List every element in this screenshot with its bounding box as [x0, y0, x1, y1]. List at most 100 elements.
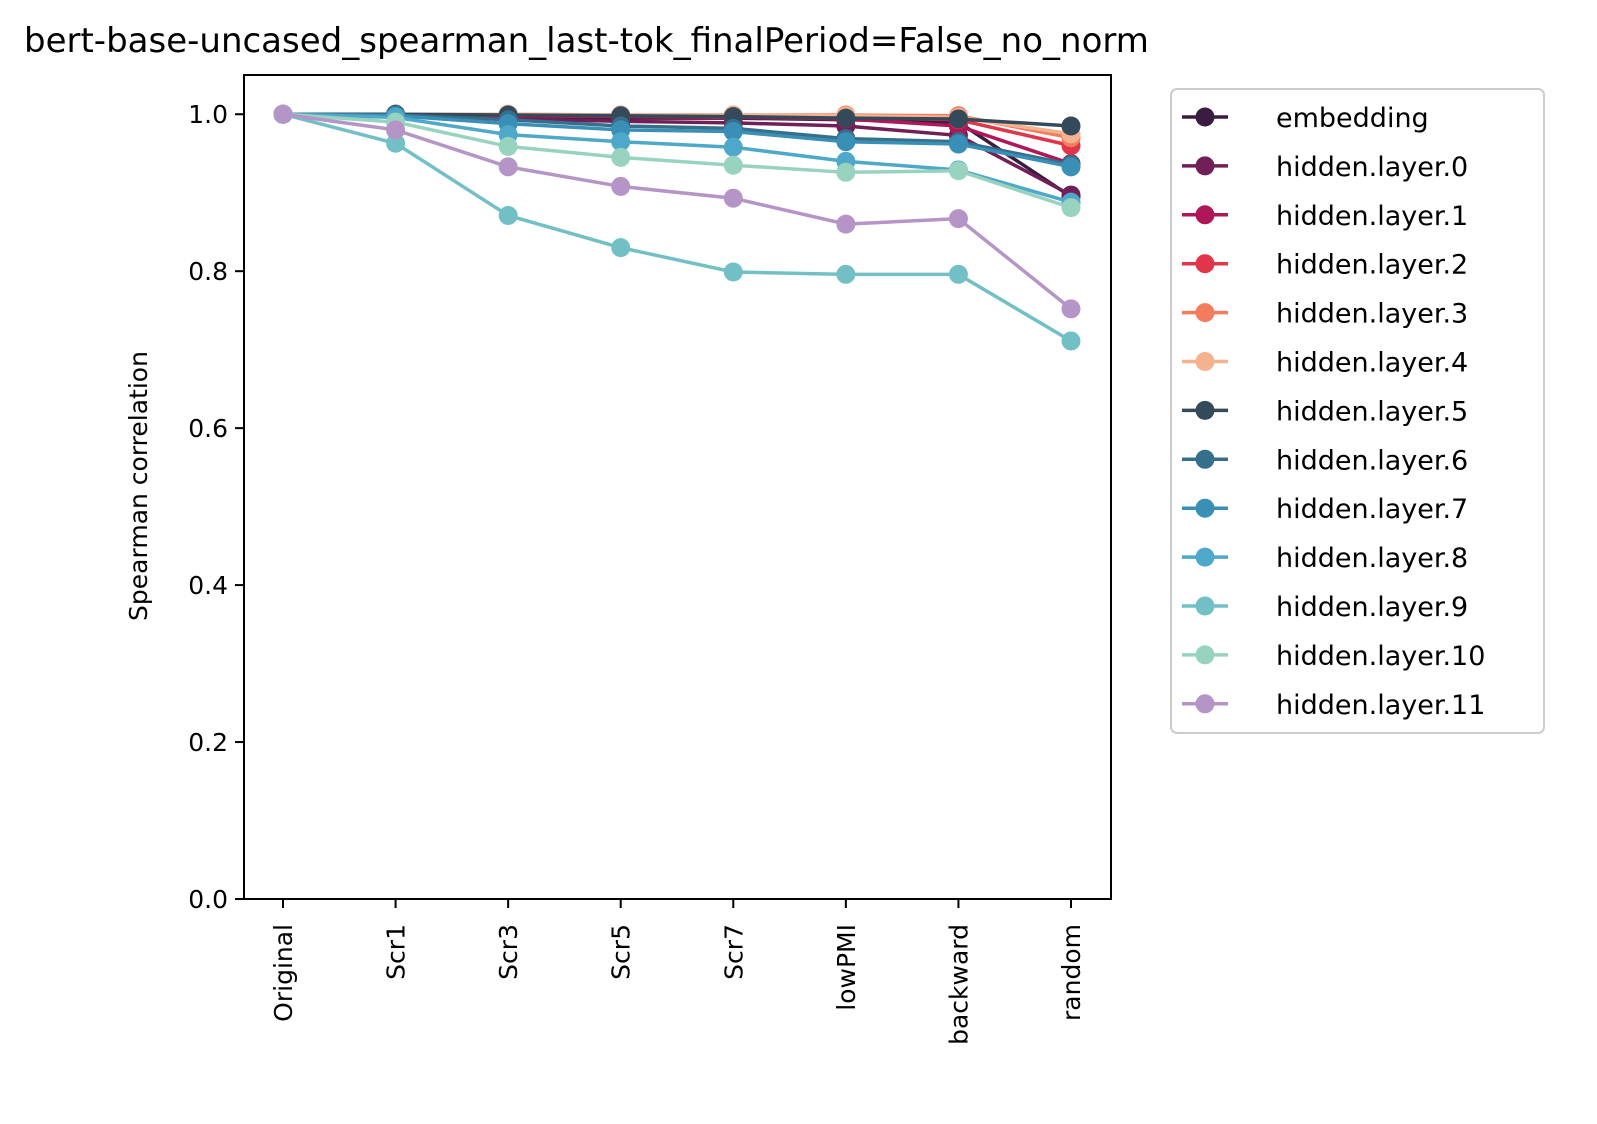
legend-marker: [1195, 303, 1215, 323]
x-tick-label: random: [1057, 924, 1086, 1021]
legend-item: hidden.layer.6: [1182, 445, 1468, 476]
data-point: [611, 132, 631, 152]
data-point: [723, 137, 743, 157]
y-tick-label: 0.6: [188, 414, 228, 443]
data-point: [498, 157, 518, 177]
legend-marker: [1195, 596, 1215, 616]
data-point: [836, 132, 856, 152]
legend-marker: [1195, 498, 1215, 518]
legend-label: hidden.layer.9: [1276, 592, 1468, 623]
y-axis-label: Spearman correlation: [124, 351, 153, 621]
data-point: [723, 262, 743, 282]
legend-item: hidden.layer.5: [1182, 396, 1468, 427]
legend-label: hidden.layer.5: [1276, 396, 1468, 427]
legend-marker: [1195, 254, 1215, 274]
data-point: [386, 133, 406, 153]
series-line: [282, 112, 1073, 311]
data-point: [836, 108, 856, 128]
data-point: [1061, 198, 1081, 218]
legend-item: hidden.layer.2: [1182, 250, 1468, 281]
legend-label: hidden.layer.7: [1276, 494, 1468, 525]
legend-label: embedding: [1276, 103, 1429, 134]
data-point: [498, 136, 518, 156]
legend-item: hidden.layer.7: [1182, 494, 1468, 525]
legend-box: [1170, 88, 1545, 734]
data-point: [948, 209, 968, 229]
data-point: [723, 188, 743, 208]
legend: embedding hidden.layer.0 hidden.layer.1 hid…: [1170, 88, 1545, 734]
y-axis: 0.0 0.2 0.4 0.6 0.8 1.0: [188, 100, 244, 914]
legend-marker: [1195, 352, 1215, 371]
chart-title: bert-base-uncased_spearman_last-tok_fina…: [24, 21, 1149, 61]
legend-label: hidden.layer.10: [1276, 641, 1485, 672]
data-point: [1061, 299, 1081, 319]
data-point: [948, 264, 968, 284]
data-point: [948, 161, 968, 181]
data-point: [836, 162, 856, 182]
data-point: [1061, 116, 1081, 136]
data-point: [386, 120, 406, 140]
legend-marker: [1195, 547, 1215, 567]
legend-label: hidden.layer.4: [1276, 348, 1468, 379]
legend-marker: [1195, 205, 1215, 225]
data-point: [611, 238, 631, 258]
legend-label: hidden.layer.11: [1276, 690, 1485, 721]
legend-item: hidden.layer.9: [1182, 592, 1468, 623]
series-line: [282, 112, 1072, 169]
series: [273, 104, 1081, 351]
x-tick-label: Original: [269, 924, 298, 1022]
legend-item: embedding: [1182, 103, 1429, 134]
legend-item: hidden.layer.3: [1182, 299, 1468, 330]
legend-marker: [1195, 694, 1215, 714]
legend-marker: [1195, 645, 1215, 665]
x-tick-label: lowPMI: [832, 924, 861, 1011]
legend-item: hidden.layer.11: [1182, 690, 1485, 721]
data-point: [1061, 157, 1081, 177]
y-tick-label: 0.4: [188, 571, 228, 600]
legend-label: hidden.layer.6: [1276, 445, 1468, 476]
series-line: [282, 112, 1072, 204]
legend-label: hidden.layer.1: [1276, 201, 1468, 232]
legend-marker: [1195, 107, 1215, 127]
series-line: [282, 112, 1072, 210]
legend-item: hidden.layer.1: [1182, 201, 1468, 232]
legend-item: hidden.layer.4: [1182, 348, 1468, 379]
series: [273, 104, 1081, 319]
data-point: [273, 104, 293, 124]
y-tick-label: 1.0: [188, 100, 228, 129]
data-point: [948, 134, 968, 154]
series-layer: [273, 104, 1081, 351]
plot-frame: [243, 74, 1112, 900]
x-tick-label: Scr3: [494, 924, 523, 980]
x-tick-label: Scr1: [382, 924, 411, 980]
x-tick-label: Scr5: [607, 924, 636, 980]
y-tick-label: 0.2: [188, 728, 228, 757]
data-point: [611, 176, 631, 196]
legend-item: hidden.layer.0: [1182, 152, 1468, 183]
y-tick-label: 0.0: [188, 885, 228, 914]
data-point: [723, 122, 743, 142]
legend-label: hidden.layer.2: [1276, 250, 1468, 281]
data-point: [611, 147, 631, 167]
legend-marker: [1195, 156, 1215, 176]
data-point: [1061, 331, 1081, 351]
legend-marker: [1195, 400, 1215, 420]
legend-marker: [1195, 449, 1215, 469]
legend-label: hidden.layer.3: [1276, 299, 1468, 330]
plot-area: [243, 74, 1112, 900]
y-tick-label: 0.8: [188, 257, 228, 286]
data-point: [836, 264, 856, 284]
legend-label: hidden.layer.0: [1276, 152, 1468, 183]
data-point: [948, 109, 968, 129]
legend-item: hidden.layer.8: [1182, 543, 1468, 574]
data-point: [498, 205, 518, 225]
x-tick-label: backward: [944, 924, 973, 1045]
series-line: [282, 112, 1072, 343]
legend-item: hidden.layer.10: [1182, 641, 1485, 672]
legend-label: hidden.layer.8: [1276, 543, 1468, 574]
data-point: [723, 155, 743, 175]
x-tick-label: Scr7: [719, 924, 748, 980]
x-axis: Original Scr1 Scr3 Scr5 Scr7 lowPMI backward ra…: [269, 899, 1086, 1045]
data-point: [836, 214, 856, 234]
